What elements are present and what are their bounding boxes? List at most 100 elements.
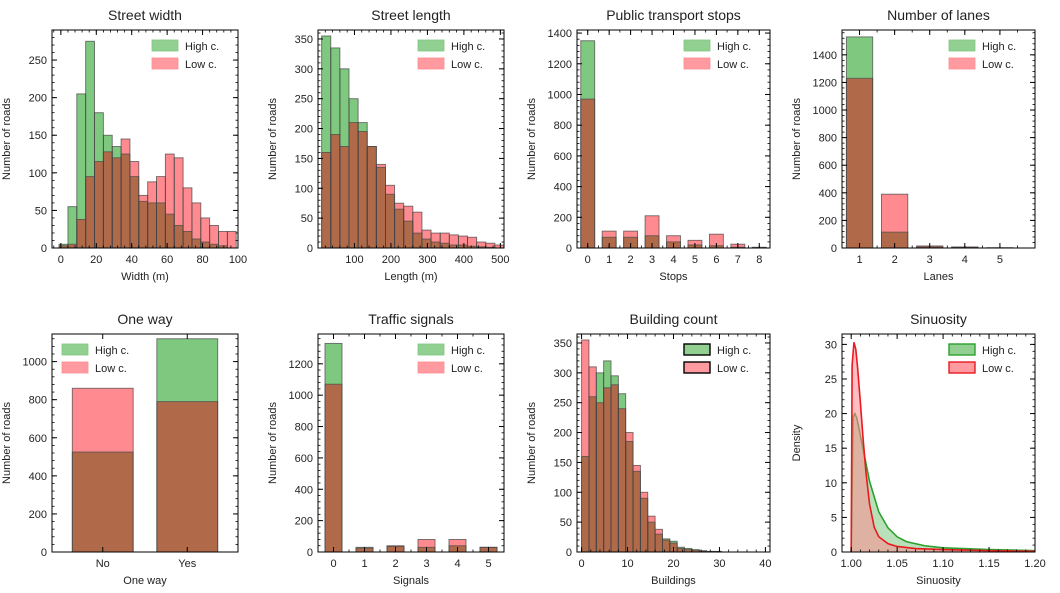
bar-overlap: [846, 78, 873, 248]
bar-low-c: [218, 231, 228, 246]
bar-low-c: [494, 245, 504, 248]
bar-overlap: [191, 238, 201, 248]
bar-low-c: [485, 243, 495, 248]
y-tick-label: 0: [831, 547, 837, 559]
y-tick-label: 100: [554, 487, 572, 499]
bar-overlap: [129, 176, 139, 248]
y-tick-label: 200: [29, 93, 47, 105]
x-tick-label: 60: [161, 254, 173, 266]
x-axis-label: Length (m): [384, 271, 437, 283]
legend-swatch-low-c: [948, 57, 976, 70]
legend-swatch-high-c: [948, 39, 976, 52]
axes-frame: [841, 29, 1036, 249]
x-tick-label: Yes: [178, 558, 196, 570]
bar-high-c: [358, 122, 368, 132]
x-tick-label: 2: [628, 254, 634, 266]
bar-high-c: [94, 112, 104, 162]
bar-overlap: [85, 176, 95, 248]
bar-overlap: [625, 441, 634, 552]
x-tick-label: 4: [962, 254, 968, 266]
x-tick-label: 10: [621, 558, 633, 570]
chart-building-count: 0 50 100 150 200 250 300 350 0 10 20 30 40 Building c…: [526, 311, 772, 587]
x-tick-label: 300: [418, 254, 436, 266]
x-tick-label: 5: [997, 254, 1003, 266]
x-tick-label: 4: [670, 254, 676, 266]
bar-low-c: [440, 233, 450, 244]
bar-overlap: [138, 201, 148, 248]
x-tick-label: 8: [756, 254, 762, 266]
bar-high-c: [684, 548, 692, 550]
bar-low-c: [449, 234, 459, 246]
y-tick-label: 1200: [289, 359, 313, 371]
bar-low-c: [881, 194, 908, 233]
bar-overlap: [59, 245, 68, 248]
bar-low-c: [376, 164, 386, 168]
bar-overlap: [588, 396, 597, 552]
bar-overlap: [321, 152, 331, 248]
bar-overlap: [699, 550, 707, 552]
y-tick-label: 10: [825, 478, 837, 490]
legend-swatch-low-c: [61, 361, 89, 374]
bar-high-c: [324, 343, 343, 385]
bar-overlap: [677, 548, 685, 552]
legend-swatch-high-c: [948, 343, 976, 356]
x-tick-label: 2: [392, 558, 398, 570]
legend-label-high-c: High c.: [95, 345, 129, 357]
x-tick-label: 3: [927, 254, 933, 266]
legend-label-high-c: High c.: [451, 41, 485, 53]
y-axis-label: Number of roads: [526, 402, 538, 484]
chart-title: Street length: [371, 7, 450, 23]
bar-low-c: [623, 231, 638, 238]
x-tick-label: 5: [692, 254, 698, 266]
bar-overlap: [611, 384, 619, 552]
legend-label-high-c: High c.: [717, 345, 751, 357]
bar-overlap: [603, 387, 612, 552]
y-tick-label: 200: [29, 509, 47, 521]
bar-overlap: [394, 209, 404, 248]
legend-label-high-c: High c.: [717, 41, 751, 53]
bar-overlap: [412, 233, 422, 248]
bar-overlap: [349, 122, 359, 248]
bar-high-c: [596, 372, 604, 403]
x-axis-label: Stops: [659, 271, 688, 283]
bar-low-c: [431, 233, 441, 243]
y-tick-label: 250: [29, 55, 47, 67]
y-tick-label: 0: [307, 243, 313, 255]
bar-overlap: [67, 244, 77, 248]
y-tick-label: 50: [560, 517, 572, 529]
bar-overlap: [623, 237, 638, 248]
bar-low-c: [156, 176, 166, 203]
bar-overlap: [655, 534, 663, 552]
x-tick-label: 7: [735, 254, 741, 266]
axes-frame: [51, 29, 239, 249]
bar-low-c: [174, 157, 184, 226]
x-tick-label: 2: [892, 254, 898, 266]
y-tick-label: 600: [554, 151, 572, 163]
x-axis-label: Sinuosity: [916, 575, 961, 587]
y-tick-label: 400: [29, 471, 47, 483]
bar-overlap: [121, 154, 130, 248]
bar-overlap: [618, 408, 626, 552]
y-tick-label: 600: [819, 160, 837, 172]
bar-overlap: [330, 134, 340, 248]
bar-high-c: [339, 68, 349, 147]
bar-overlap: [94, 161, 104, 248]
chart-public-transport-stops: 0 200 400 600 800 1000 1200 1400 0 1 2 3 4 5 6 7 8 Public…: [526, 7, 771, 283]
bar-high-c: [349, 98, 359, 123]
legend-swatch-high-c: [417, 39, 445, 52]
chart-title: Number of lanes: [887, 7, 990, 23]
legend-swatch-high-c: [151, 39, 179, 52]
y-tick-label: 200: [295, 124, 313, 136]
axes-frame: [317, 29, 505, 249]
y-tick-label: 250: [554, 398, 572, 410]
bar-high-c: [103, 135, 113, 152]
bar-low-c: [403, 206, 413, 222]
bar-high-c: [112, 146, 122, 158]
y-tick-label: 400: [295, 484, 313, 496]
bar-high-c: [669, 541, 678, 544]
y-tick-label: 400: [819, 188, 837, 200]
y-tick-label: 1400: [813, 50, 837, 62]
y-axis-label: Number of roads: [1, 98, 13, 180]
chart-title: Street width: [108, 7, 182, 23]
y-tick-label: 800: [554, 120, 572, 132]
